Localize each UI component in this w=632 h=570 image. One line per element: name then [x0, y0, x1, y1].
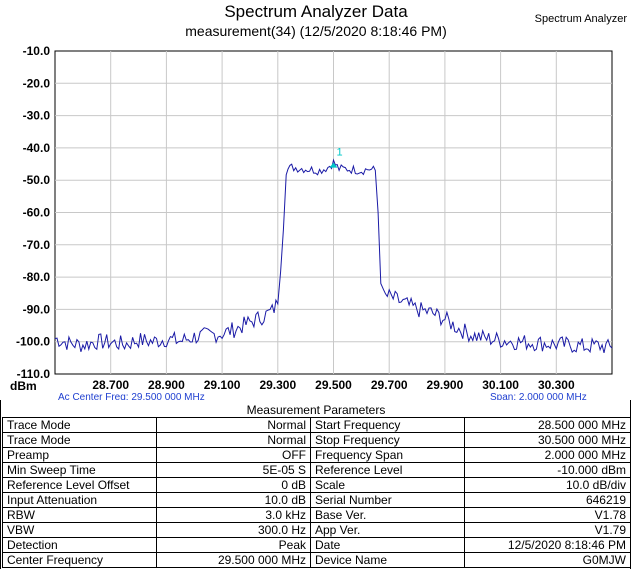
x-tick-label: 30.300 [538, 378, 575, 392]
param-label: VBW [2, 522, 157, 538]
param-value: 300.0 Hz [156, 522, 311, 538]
param-label: Trace Mode [2, 432, 157, 448]
chart-subtitle: measurement(34) (12/5/2020 8:18:46 PM) [185, 23, 447, 39]
x-tick-label: 28.900 [148, 378, 185, 392]
param-label: Scale [310, 477, 465, 493]
y-tick-label: -100.0 [16, 335, 50, 349]
param-value: OFF [156, 447, 311, 463]
params-row: Detection Peak Date 12/5/2020 8:18:46 PM [2, 537, 631, 553]
param-label: Serial Number [310, 492, 465, 508]
param-label: Frequency Span [310, 447, 465, 463]
app-label: Spectrum Analyzer [534, 13, 627, 25]
y-tick-label: -110.0 [17, 367, 51, 381]
params-row: Preamp OFF Frequency Span 2.000 000 MHz [2, 447, 631, 463]
x-tick-label: 30.100 [482, 378, 519, 392]
footer-span: Span: 2.000 000 MHz [490, 392, 587, 400]
param-label: Min Sweep Time [2, 462, 157, 478]
param-value: 10.0 dB/div [464, 477, 631, 493]
x-tick-label: 29.700 [371, 378, 408, 392]
y-tick-label: -80.0 [23, 270, 51, 284]
y-tick-label: -40.0 [23, 141, 51, 155]
footer-center-freq: Ac Center Freq: 29.500 000 MHz [58, 392, 205, 400]
params-row: Reference Level Offset 0 dB Scale 10.0 dB/d… [2, 477, 631, 493]
marker-1-label: 1 [337, 147, 343, 159]
params-row: RBW 3.0 kHz Base Ver. V1.78 [2, 507, 631, 523]
x-tick-label: 28.700 [92, 378, 129, 392]
x-tick-label: 29.100 [204, 378, 241, 392]
param-value: 646219 [464, 492, 631, 508]
param-value: 10.0 dB [156, 492, 311, 508]
param-value: 28.500 000 MHz [464, 417, 631, 433]
param-value: V1.78 [464, 507, 631, 523]
param-label: Detection [2, 537, 157, 553]
chart-title: Spectrum Analyzer Data [224, 2, 408, 21]
y-tick-label: -10.0 [23, 44, 51, 58]
param-label: Date [310, 537, 465, 553]
param-value: G0MJW [464, 552, 631, 568]
trace-group [54, 158, 613, 354]
marker-group: 1 [329, 147, 343, 168]
x-tick-label: 29.900 [427, 378, 464, 392]
param-label: Preamp [2, 447, 157, 463]
params-table: Trace Mode Normal Start Frequency 28.500 00… [2, 417, 631, 568]
param-value: 2.000 000 MHz [464, 447, 631, 463]
grid-lines [55, 51, 612, 374]
params-row: Min Sweep Time 5E-05 S Reference Level -10.… [2, 462, 631, 478]
param-label: Input Attenuation [2, 492, 157, 508]
param-value: V1.79 [464, 522, 631, 538]
param-value: -10.000 dBm [464, 462, 631, 478]
param-label: Device Name [310, 552, 465, 568]
param-value: 3.0 kHz [156, 507, 311, 523]
params-row: Center Frequency 29.500 000 MHz Device Nam… [2, 552, 631, 568]
y-tick-label: -20.0 [23, 76, 51, 90]
params-row: Trace Mode Normal Start Frequency 28.500 00… [2, 417, 631, 433]
param-value: 30.500 000 MHz [464, 432, 631, 448]
x-axis-ticks: 28.700 28.900 29.100 29.300 29.500 29.700 29.9… [92, 378, 575, 392]
params-row: Trace Mode Normal Stop Frequency 30.500 000… [2, 432, 631, 448]
param-label: Reference Level [310, 462, 465, 478]
y-tick-label: -30.0 [23, 109, 51, 123]
param-label: Start Frequency [310, 417, 465, 433]
spectrum-chart: -10.0 -20.0 -30.0 -40.0 -50.0 -60.0 -70.0 -80.0… [10, 44, 613, 400]
param-label: Center Frequency [2, 552, 157, 568]
y-axis-ticks: -10.0 -20.0 -30.0 -40.0 -50.0 -60.0 -70.0 -80.0… [16, 44, 50, 381]
params-row: Input Attenuation 10.0 dB Serial Number 646… [2, 492, 631, 508]
y-tick-label: -70.0 [23, 238, 51, 252]
param-label: RBW [2, 507, 157, 523]
y-tick-label: -50.0 [23, 173, 51, 187]
y-tick-label: -90.0 [23, 302, 51, 316]
param-value: 12/5/2020 8:18:46 PM [464, 537, 631, 553]
param-value: 5E-05 S [156, 462, 311, 478]
param-value: Peak [156, 537, 311, 553]
x-tick-label: 29.300 [259, 378, 296, 392]
params-row: VBW 300.0 Hz App Ver. V1.79 [2, 522, 631, 538]
param-value: Normal [156, 432, 311, 448]
params-title: Measurement Parameters [246, 403, 386, 417]
param-label: Trace Mode [2, 417, 157, 433]
param-value: 29.500 000 MHz [156, 552, 311, 568]
y-axis-unit: dBm [10, 379, 37, 393]
param-label: Stop Frequency [310, 432, 465, 448]
param-label: Reference Level Offset [2, 477, 157, 493]
param-value: Normal [156, 417, 311, 433]
spectrum-trace [54, 158, 613, 354]
y-tick-label: -60.0 [23, 206, 51, 220]
param-value: 0 dB [156, 477, 311, 493]
param-label: Base Ver. [310, 507, 465, 523]
x-tick-label: 29.500 [315, 378, 352, 392]
param-label: App Ver. [310, 522, 465, 538]
marker-1-symbol [329, 162, 338, 168]
